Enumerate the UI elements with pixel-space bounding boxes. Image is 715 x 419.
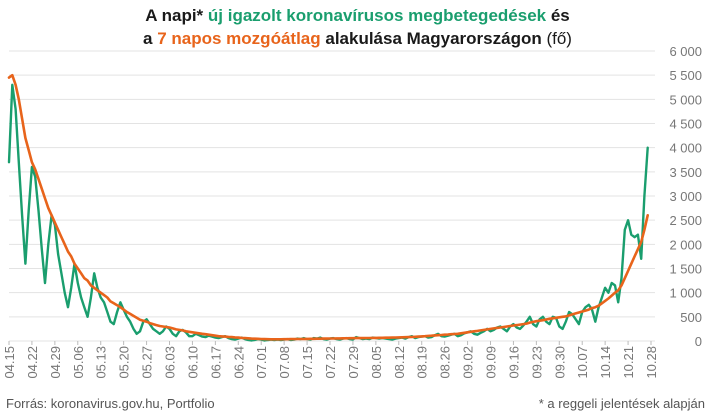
title-unit: (fő): [541, 29, 572, 48]
title-part: A napi*: [145, 6, 208, 25]
x-tick-label: 08.26: [438, 346, 453, 379]
x-tick-label: 09.16: [506, 346, 521, 379]
x-tick-label: 04.29: [48, 346, 63, 379]
x-tick-label: 10.07: [575, 346, 590, 379]
gridlines: [9, 50, 655, 342]
y-tick-label: 4 500: [669, 117, 702, 132]
y-tick-label: 2 000: [669, 237, 702, 252]
x-tick-label: 07.29: [346, 346, 361, 379]
y-tick-label: 500: [680, 310, 702, 325]
y-tick-label: 2 500: [669, 213, 702, 228]
x-tick-label: 08.12: [392, 346, 407, 379]
y-tick-label: 1 000: [669, 286, 702, 301]
y-axis: 0 500 1 000 1 500 2 000 2 500 3 000 3 500 4 000 4…: [669, 44, 702, 349]
y-tick-label: 1 500: [669, 262, 702, 277]
y-tick-label: 4 000: [669, 141, 702, 156]
title-part: alakulása Magyarországon: [320, 29, 542, 48]
x-tick-label: 05.13: [94, 346, 109, 379]
chart-title: A napi* új igazolt koronavírusos megbete…: [0, 4, 715, 50]
x-tick-label: 08.19: [415, 346, 430, 379]
source-text: Forrás: koronavirus.gov.hu, Portfolio: [6, 396, 215, 411]
y-tick-label: 3 500: [669, 165, 702, 180]
x-tick-label: 10.14: [598, 346, 613, 379]
x-tick-label: 09.23: [529, 346, 544, 379]
x-tick-label: 07.22: [323, 346, 338, 379]
x-tick-label: 06.24: [231, 346, 246, 379]
x-tick-label: 06.03: [163, 346, 178, 379]
x-tick-label: 09.30: [552, 346, 567, 379]
title-daily-series-label: új igazolt koronavírusos megbetegedések: [207, 6, 547, 25]
y-tick-label: 0: [695, 334, 702, 349]
x-tick-label: 05.20: [117, 346, 132, 379]
x-tick-label: 07.15: [300, 346, 315, 379]
title-average-series-label: 7 napos mozgóátlag: [157, 29, 321, 48]
x-tick-label: 09.09: [484, 346, 499, 379]
x-tick-label: 09.02: [461, 346, 476, 379]
x-tick-label: 08.05: [369, 346, 384, 379]
x-tick-label: 10.28: [644, 346, 659, 379]
x-tick-label: 10.21: [621, 346, 636, 379]
moving-average-line: [7, 73, 650, 341]
x-tick-label: 06.10: [185, 346, 200, 379]
footnote-text: * a reggeli jelentések alapján: [538, 396, 705, 411]
x-tick-label: 04.22: [25, 346, 40, 379]
title-line-1: A napi* új igazolt koronavírusos megbete…: [0, 4, 715, 27]
x-axis: 04.15 04.22 04.29 05.06 05.13 05.20 05.27 06.03…: [2, 341, 659, 379]
series-lines: [7, 73, 650, 342]
y-tick-label: 5 000: [669, 92, 702, 107]
x-tick-label: 04.15: [2, 346, 17, 379]
x-tick-label: 07.01: [254, 346, 269, 379]
title-part: a: [143, 29, 158, 48]
y-tick-label: 5 500: [669, 68, 702, 83]
x-tick-label: 05.06: [71, 346, 86, 379]
x-tick-label: 06.17: [208, 346, 223, 379]
x-tick-label: 05.27: [140, 346, 155, 379]
title-part: és: [546, 6, 570, 25]
y-tick-label: 6 000: [669, 44, 702, 59]
y-tick-label: 3 000: [669, 189, 702, 204]
x-tick-label: 07.08: [277, 346, 292, 379]
title-line-2: a 7 napos mozgóátlag alakulása Magyarors…: [0, 27, 715, 50]
